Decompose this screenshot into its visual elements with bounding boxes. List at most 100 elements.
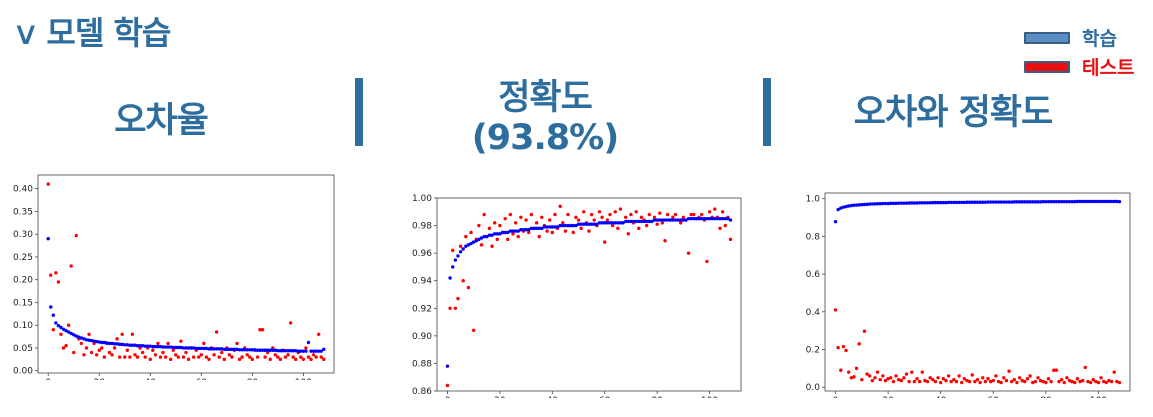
data-point [1115,379,1119,384]
data-point [839,368,843,372]
data-point [931,377,935,382]
plot-area [436,197,742,392]
data-point [453,258,458,262]
data-point [582,222,586,226]
x-tick-label: 20 [882,396,894,398]
data-point [191,355,196,359]
data-point [1065,199,1069,204]
data-point [981,376,985,380]
data-point [197,355,201,359]
data-point [907,201,911,205]
data-point [168,345,173,349]
data-point [237,357,242,362]
data-point [529,212,534,217]
data-point [1104,380,1109,385]
data-point [227,353,232,357]
data-point [1038,200,1043,204]
data-point [1112,199,1116,204]
data-point [1102,199,1106,204]
data-point [991,378,995,383]
data-point [663,239,667,243]
data-point [841,344,846,349]
data-point [720,216,725,221]
data-point [844,204,848,209]
data-point [647,219,651,224]
data-point [889,376,893,380]
y-tick-label: 0.96 [412,249,432,259]
data-point [684,218,688,222]
x-tick-label: 80 [651,396,663,398]
data-point [870,378,875,383]
data-point [278,348,283,353]
data-point [469,230,473,235]
data-point [1007,200,1011,204]
data-point [1054,368,1059,372]
data-point [102,355,107,359]
data-point [1012,377,1017,382]
y-tick-label: 0.15 [13,298,33,308]
data-point [1075,199,1080,204]
data-point [1002,376,1006,380]
y-tick-label: 0.8 [806,232,821,242]
section-title-error: 오차율 [114,101,209,141]
data-point [288,321,293,325]
data-point [597,210,602,214]
data-point [527,228,531,232]
data-point [679,221,683,225]
data-point [519,215,523,219]
data-point [245,353,249,357]
data-point [1067,378,1072,383]
data-point [166,341,170,346]
data-point [66,323,71,327]
data-point [529,226,534,231]
y-tick-label: 0.25 [13,253,33,263]
data-point [1025,377,1030,381]
data-point [248,355,252,359]
data-point [1057,199,1061,204]
data-point [692,216,696,221]
data-point [1073,380,1077,385]
data-point [944,200,948,205]
data-point [156,341,160,346]
data-point [153,353,158,357]
data-point [299,349,303,353]
data-point [151,348,155,352]
data-point [558,204,562,208]
data-point [69,331,73,336]
data-point [1096,380,1101,385]
data-point [671,215,675,219]
data-point [970,200,974,204]
data-point [197,346,201,351]
data-point [46,237,50,241]
data-point [973,200,977,204]
data-point [978,200,982,204]
y-tick-label: 0.6 [806,270,821,280]
data-point [629,212,633,217]
data-point [301,349,306,353]
data-point [214,330,219,334]
data-point [1059,199,1064,204]
data-point [451,265,455,269]
data-point [263,348,267,352]
data-point [970,373,974,377]
data-point [123,355,127,359]
chevron-down-icon[interactable]: ∨ [11,14,40,52]
data-point [506,237,510,242]
data-point [311,353,316,357]
data-point [723,216,727,221]
data-point [1031,200,1035,204]
data-point [660,218,665,222]
data-point [862,329,867,333]
data-point [899,378,903,383]
data-point [268,357,272,362]
section-title-accuracy-line2: (93.8%) [471,118,619,158]
y-tick-label: 0.0 [806,383,821,393]
data-point [668,218,672,222]
data-point [545,229,549,233]
data-point [273,348,278,352]
data-point [128,355,132,359]
data-point [516,234,520,239]
data-point [610,223,615,228]
data-point [202,346,206,351]
data-point [1004,378,1009,383]
